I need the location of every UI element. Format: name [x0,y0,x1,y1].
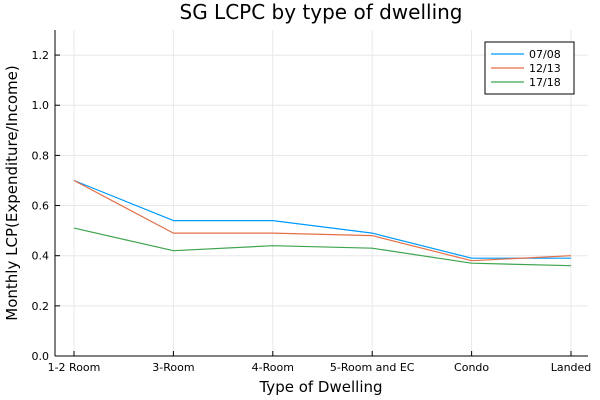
x-tick-label: Condo [454,361,489,374]
legend-label: 07/08 [529,48,561,61]
series-line-17-18 [73,227,572,267]
x-tick-label: 4-Room [252,361,294,374]
x-tick-labels: 1-2 Room 3-Room 4-Room 5-Room and EC Condo La… [48,351,592,374]
y-tick-label: 0.4 [32,250,50,263]
x-tick-label: 5-Room and EC [330,361,415,374]
x-axis-label: Type of Dwelling [258,378,382,396]
chart-title: SG LCPC by type of dwelling [180,0,463,24]
legend-label: 17/18 [529,76,561,89]
x-tick-label: 1-2 Room [48,361,101,374]
y-axis-label: Monthly LCP(Expenditure/Income) [3,65,21,320]
y-tick-label: 1.0 [32,99,50,112]
y-tick-label: 0.2 [32,300,50,313]
y-tick-labels: 0.0 0.2 0.4 0.6 0.8 1.0 1.2 [32,49,60,363]
axes [54,30,588,357]
x-tick-label: 3-Room [152,361,194,374]
series-line-12-13 [73,179,572,262]
y-tick-label: 1.2 [32,49,50,62]
y-tick-label: 0.0 [32,350,50,363]
series-line-07-08 [73,179,571,259]
legend-label: 12/13 [529,62,561,75]
x-tick-label: Landed [551,361,592,374]
series-lines [73,179,572,267]
y-tick-label: 0.6 [32,200,50,213]
y-tick-label: 0.8 [32,149,50,162]
